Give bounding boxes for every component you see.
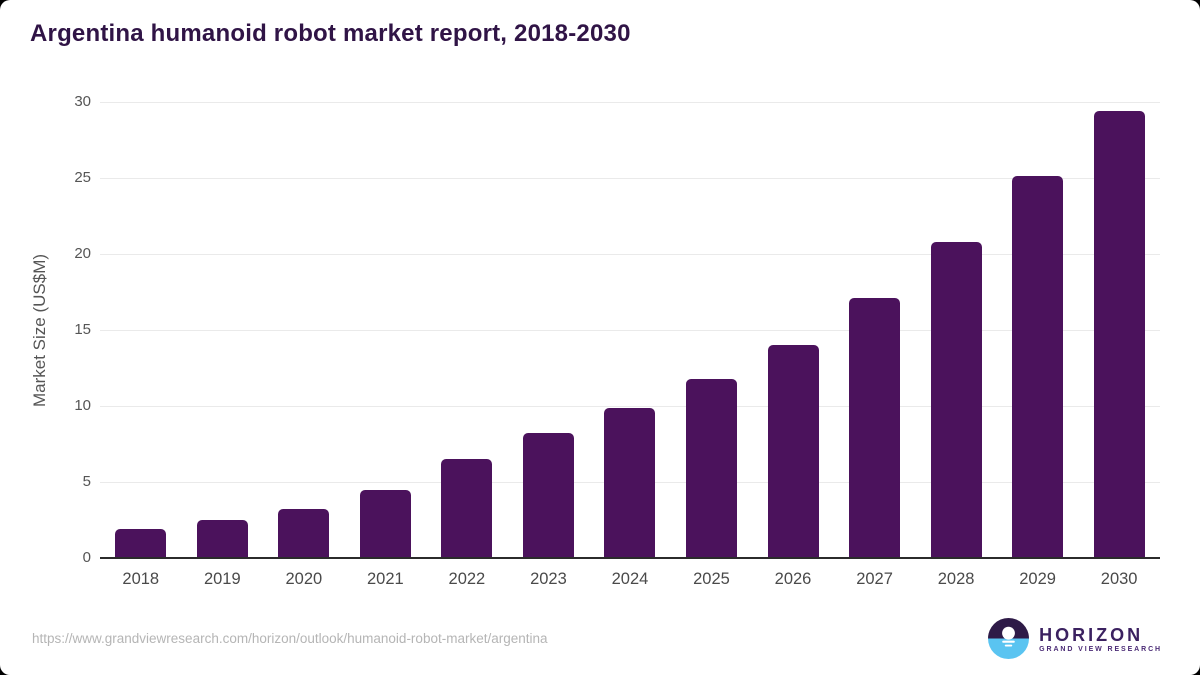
x-axis-labels: 2018 2019 2020 2021 2022 2023 2024 2025 2026 2027…	[100, 570, 1160, 589]
y-axis-label: Market Size (US$M)	[30, 253, 49, 407]
bar-2029	[1012, 176, 1064, 558]
bar-2018	[115, 529, 167, 558]
bar-2025	[685, 378, 737, 558]
gridline-10	[100, 406, 1160, 407]
x-tick-label-2018: 2018	[122, 570, 160, 588]
horizon-logo-name: HORIZON	[1039, 624, 1144, 645]
x-tick-label-2030: 2030	[1100, 570, 1138, 588]
bar-2022	[441, 459, 493, 558]
horizon-logo-icon	[988, 618, 1030, 659]
x-tick-label-2019: 2019	[203, 570, 241, 588]
bar-2024	[604, 407, 656, 558]
x-tick-label-2026: 2026	[774, 570, 812, 588]
x-tick-label-2023: 2023	[530, 570, 567, 588]
bar-2020	[278, 509, 330, 558]
y-tick-label-10: 10	[74, 397, 91, 414]
source-url: https://www.grandviewresearch.com/horizo…	[32, 631, 548, 646]
horizon-logo-subtitle: GRAND VIEW RESEARCH	[1039, 645, 1162, 653]
plot-area	[100, 102, 1160, 559]
x-axis-line	[100, 557, 1160, 559]
horizon-logo: HORIZON GRAND VIEW RESEARCH	[988, 618, 1162, 659]
bar-2030	[1093, 111, 1145, 558]
chart-title: Argentina humanoid robot market report, …	[30, 20, 631, 47]
y-tick-label-15: 15	[74, 321, 91, 338]
bar-series	[100, 102, 1160, 558]
bar-2019	[196, 520, 248, 558]
x-tick-label-2027: 2027	[856, 570, 893, 588]
y-tick-label-5: 5	[82, 473, 91, 490]
gridline-20	[100, 254, 1160, 255]
x-tick-label-2025: 2025	[693, 570, 730, 588]
bar-2027	[849, 298, 901, 558]
y-tick-label-20: 20	[74, 245, 91, 262]
y-tick-label-25: 25	[74, 169, 91, 186]
x-tick-label-2029: 2029	[1019, 570, 1056, 588]
bar-2021	[359, 489, 411, 558]
bar-2028	[930, 241, 982, 558]
bar-2026	[767, 345, 819, 558]
gridline-15	[100, 330, 1160, 331]
horizon-logo-text: HORIZON GRAND VIEW RESEARCH	[1039, 625, 1162, 653]
x-tick-label-2028: 2028	[937, 570, 975, 588]
gridline-25	[100, 178, 1160, 179]
gridline-30	[100, 102, 1160, 103]
x-tick-label-2022: 2022	[448, 570, 486, 588]
x-tick-label-2024: 2024	[611, 570, 649, 588]
y-tick-label-30: 30	[74, 93, 91, 110]
x-tick-label-2021: 2021	[367, 570, 404, 588]
x-tick-label-2020: 2020	[285, 570, 323, 588]
bar-2023	[522, 433, 574, 558]
y-tick-label-0: 0	[82, 549, 91, 566]
